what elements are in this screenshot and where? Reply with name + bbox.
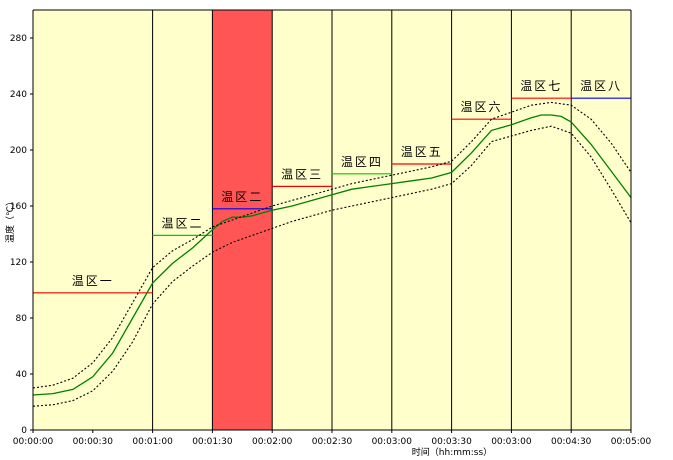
x-tick-label: 00:00:30	[73, 437, 114, 447]
zone-setpoint-lines	[33, 97, 631, 294]
y-tick-label: 80	[16, 314, 28, 324]
zone-label-1: 温区一	[72, 274, 114, 288]
zone-label-9: 温区八	[580, 79, 622, 93]
zone-label-3: 温区二	[221, 190, 263, 204]
series-lines	[32, 101, 632, 407]
y-tick-label: 0	[21, 426, 27, 436]
x-tick-label: 00:03:00	[372, 437, 413, 447]
y-tick-label: 240	[10, 90, 27, 100]
y-tick-label: 120	[10, 258, 27, 268]
x-tick-label: 00:01:00	[132, 437, 173, 447]
series-line-measured	[32, 114, 632, 396]
highlighted-zone	[212, 10, 273, 430]
zone-label-7: 温区六	[460, 100, 502, 114]
y-tick-label: 280	[10, 34, 27, 44]
y-tick-label: 200	[10, 146, 27, 156]
x-tick-label: 00:03:00	[491, 437, 532, 447]
zone-label-6: 温区五	[401, 145, 443, 159]
zone-dividers	[152, 10, 572, 430]
x-tick-label: 00:01:30	[192, 437, 233, 447]
y-axis-label: 温度（℃）	[4, 197, 16, 243]
x-ticks: 00:00:00 00:00:30 00:01:00 00:01:30 00:02:00…	[13, 430, 652, 447]
axes	[32, 9, 632, 431]
x-tick-label: 00:04:30	[551, 437, 592, 447]
x-tick-label: 00:02:30	[312, 437, 353, 447]
zone-label-2: 温区二	[161, 216, 203, 230]
y-tick-label: 160	[10, 202, 27, 212]
zone-label-8: 温区七	[520, 79, 562, 93]
zone-label-4: 温区三	[281, 167, 323, 181]
y-ticks: 0 40 80 120 160 200 240 280	[10, 34, 33, 436]
x-tick-label: 00:00:00	[13, 437, 54, 447]
x-tick-label: 00:05:00	[611, 437, 652, 447]
series-line-upper-limit	[32, 101, 632, 389]
zone-label-5: 温区四	[341, 155, 383, 169]
y-tick-label: 40	[16, 370, 28, 380]
x-axis-label: 时间（hh:mm:ss）	[412, 446, 492, 458]
series-line-lower-limit	[32, 125, 632, 407]
x-tick-label: 00:03:30	[431, 437, 472, 447]
x-tick-label: 00:02:00	[252, 437, 293, 447]
